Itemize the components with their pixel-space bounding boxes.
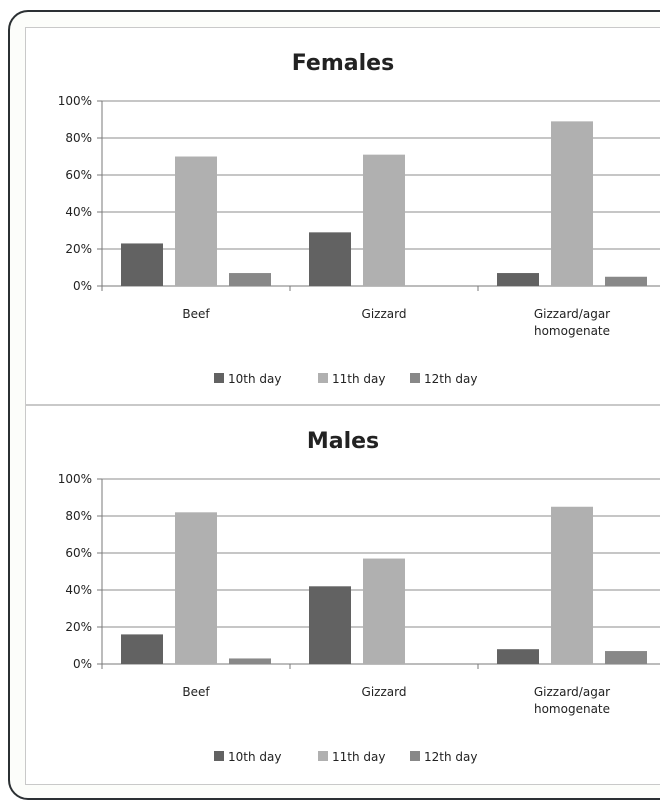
y-tick-label: 100%	[58, 472, 92, 486]
legend-swatch	[410, 373, 420, 383]
legend-swatch	[214, 373, 224, 383]
y-tick-label: 100%	[58, 94, 92, 108]
bar-gizzard-10th-day	[309, 232, 351, 286]
chart-panel-males: Males 0% 20% 40% 60% 80% 100% Beef Gizzard Gizzar…	[25, 405, 660, 785]
legend-swatch	[410, 751, 420, 761]
bar-gizzard-11th-day	[363, 558, 405, 664]
legend-label: 12th day	[424, 750, 477, 764]
legend-item-11th-day: 11th day	[318, 372, 385, 386]
bar-gizzard-agar-homogenate-10th-day	[497, 273, 539, 286]
bar-beef-11th-day	[175, 156, 217, 286]
legend-label: 10th day	[228, 372, 281, 386]
x-tick-label: Gizzard	[362, 307, 407, 321]
y-tick-label: 40%	[65, 583, 92, 597]
y-tick-label: 80%	[65, 509, 92, 523]
x-tick-label: Beef	[182, 307, 210, 321]
y-tick-label: 20%	[65, 620, 92, 634]
males-chart: Males 0% 20% 40% 60% 80% 100% Beef Gizzard Gizzar…	[58, 429, 660, 764]
bar-beef-12th-day	[229, 273, 271, 286]
bar-beef-10th-day	[121, 634, 163, 664]
legend-label: 11th day	[332, 750, 385, 764]
legend-swatch	[318, 751, 328, 761]
bar-gizzard-agar-homogenate-12th-day	[605, 276, 647, 286]
legend-item-12th-day: 12th day	[410, 750, 477, 764]
females-chart: Females 0% 20% 40% 60% 80% 100% Beef Gizzard Gizz…	[58, 51, 660, 386]
y-tick-label: 0%	[73, 657, 92, 671]
bar-beef-12th-day	[229, 658, 271, 664]
x-tick-label: Beef	[182, 685, 210, 699]
bar-gizzard-agar-homogenate-12th-day	[605, 651, 647, 664]
legend-item-12th-day: 12th day	[410, 372, 477, 386]
bar-gizzard-agar-homogenate-10th-day	[497, 649, 539, 664]
y-tick-label: 60%	[65, 168, 92, 182]
legend-swatch	[214, 751, 224, 761]
bar-gizzard-10th-day	[309, 586, 351, 664]
legend-item-11th-day: 11th day	[318, 750, 385, 764]
bar-beef-11th-day	[175, 512, 217, 664]
x-tick-label: Gizzard/agar homogenate	[534, 307, 610, 338]
chart-panel-females: Females 0% 20% 40% 60% 80% 100% Beef Gizzard Gizz…	[25, 27, 660, 405]
y-tick-label: 20%	[65, 242, 92, 256]
x-tick-label: Gizzard	[362, 685, 407, 699]
x-tick-label: Gizzard/agar homogenate	[534, 685, 610, 716]
legend-label: 11th day	[332, 372, 385, 386]
y-tick-label: 60%	[65, 546, 92, 560]
legend-item-10th-day: 10th day	[214, 372, 281, 386]
chart-title: Females	[292, 51, 394, 76]
legend-swatch	[318, 373, 328, 383]
bar-gizzard-agar-homogenate-11th-day	[551, 506, 593, 664]
legend-label: 10th day	[228, 750, 281, 764]
y-tick-label: 80%	[65, 131, 92, 145]
legend-item-10th-day: 10th day	[214, 750, 281, 764]
bar-gizzard-agar-homogenate-11th-day	[551, 121, 593, 286]
bar-gizzard-11th-day	[363, 154, 405, 286]
legend-label: 12th day	[424, 372, 477, 386]
chart-title: Males	[307, 429, 379, 454]
bar-beef-10th-day	[121, 243, 163, 286]
y-tick-label: 0%	[73, 279, 92, 293]
y-tick-label: 40%	[65, 205, 92, 219]
